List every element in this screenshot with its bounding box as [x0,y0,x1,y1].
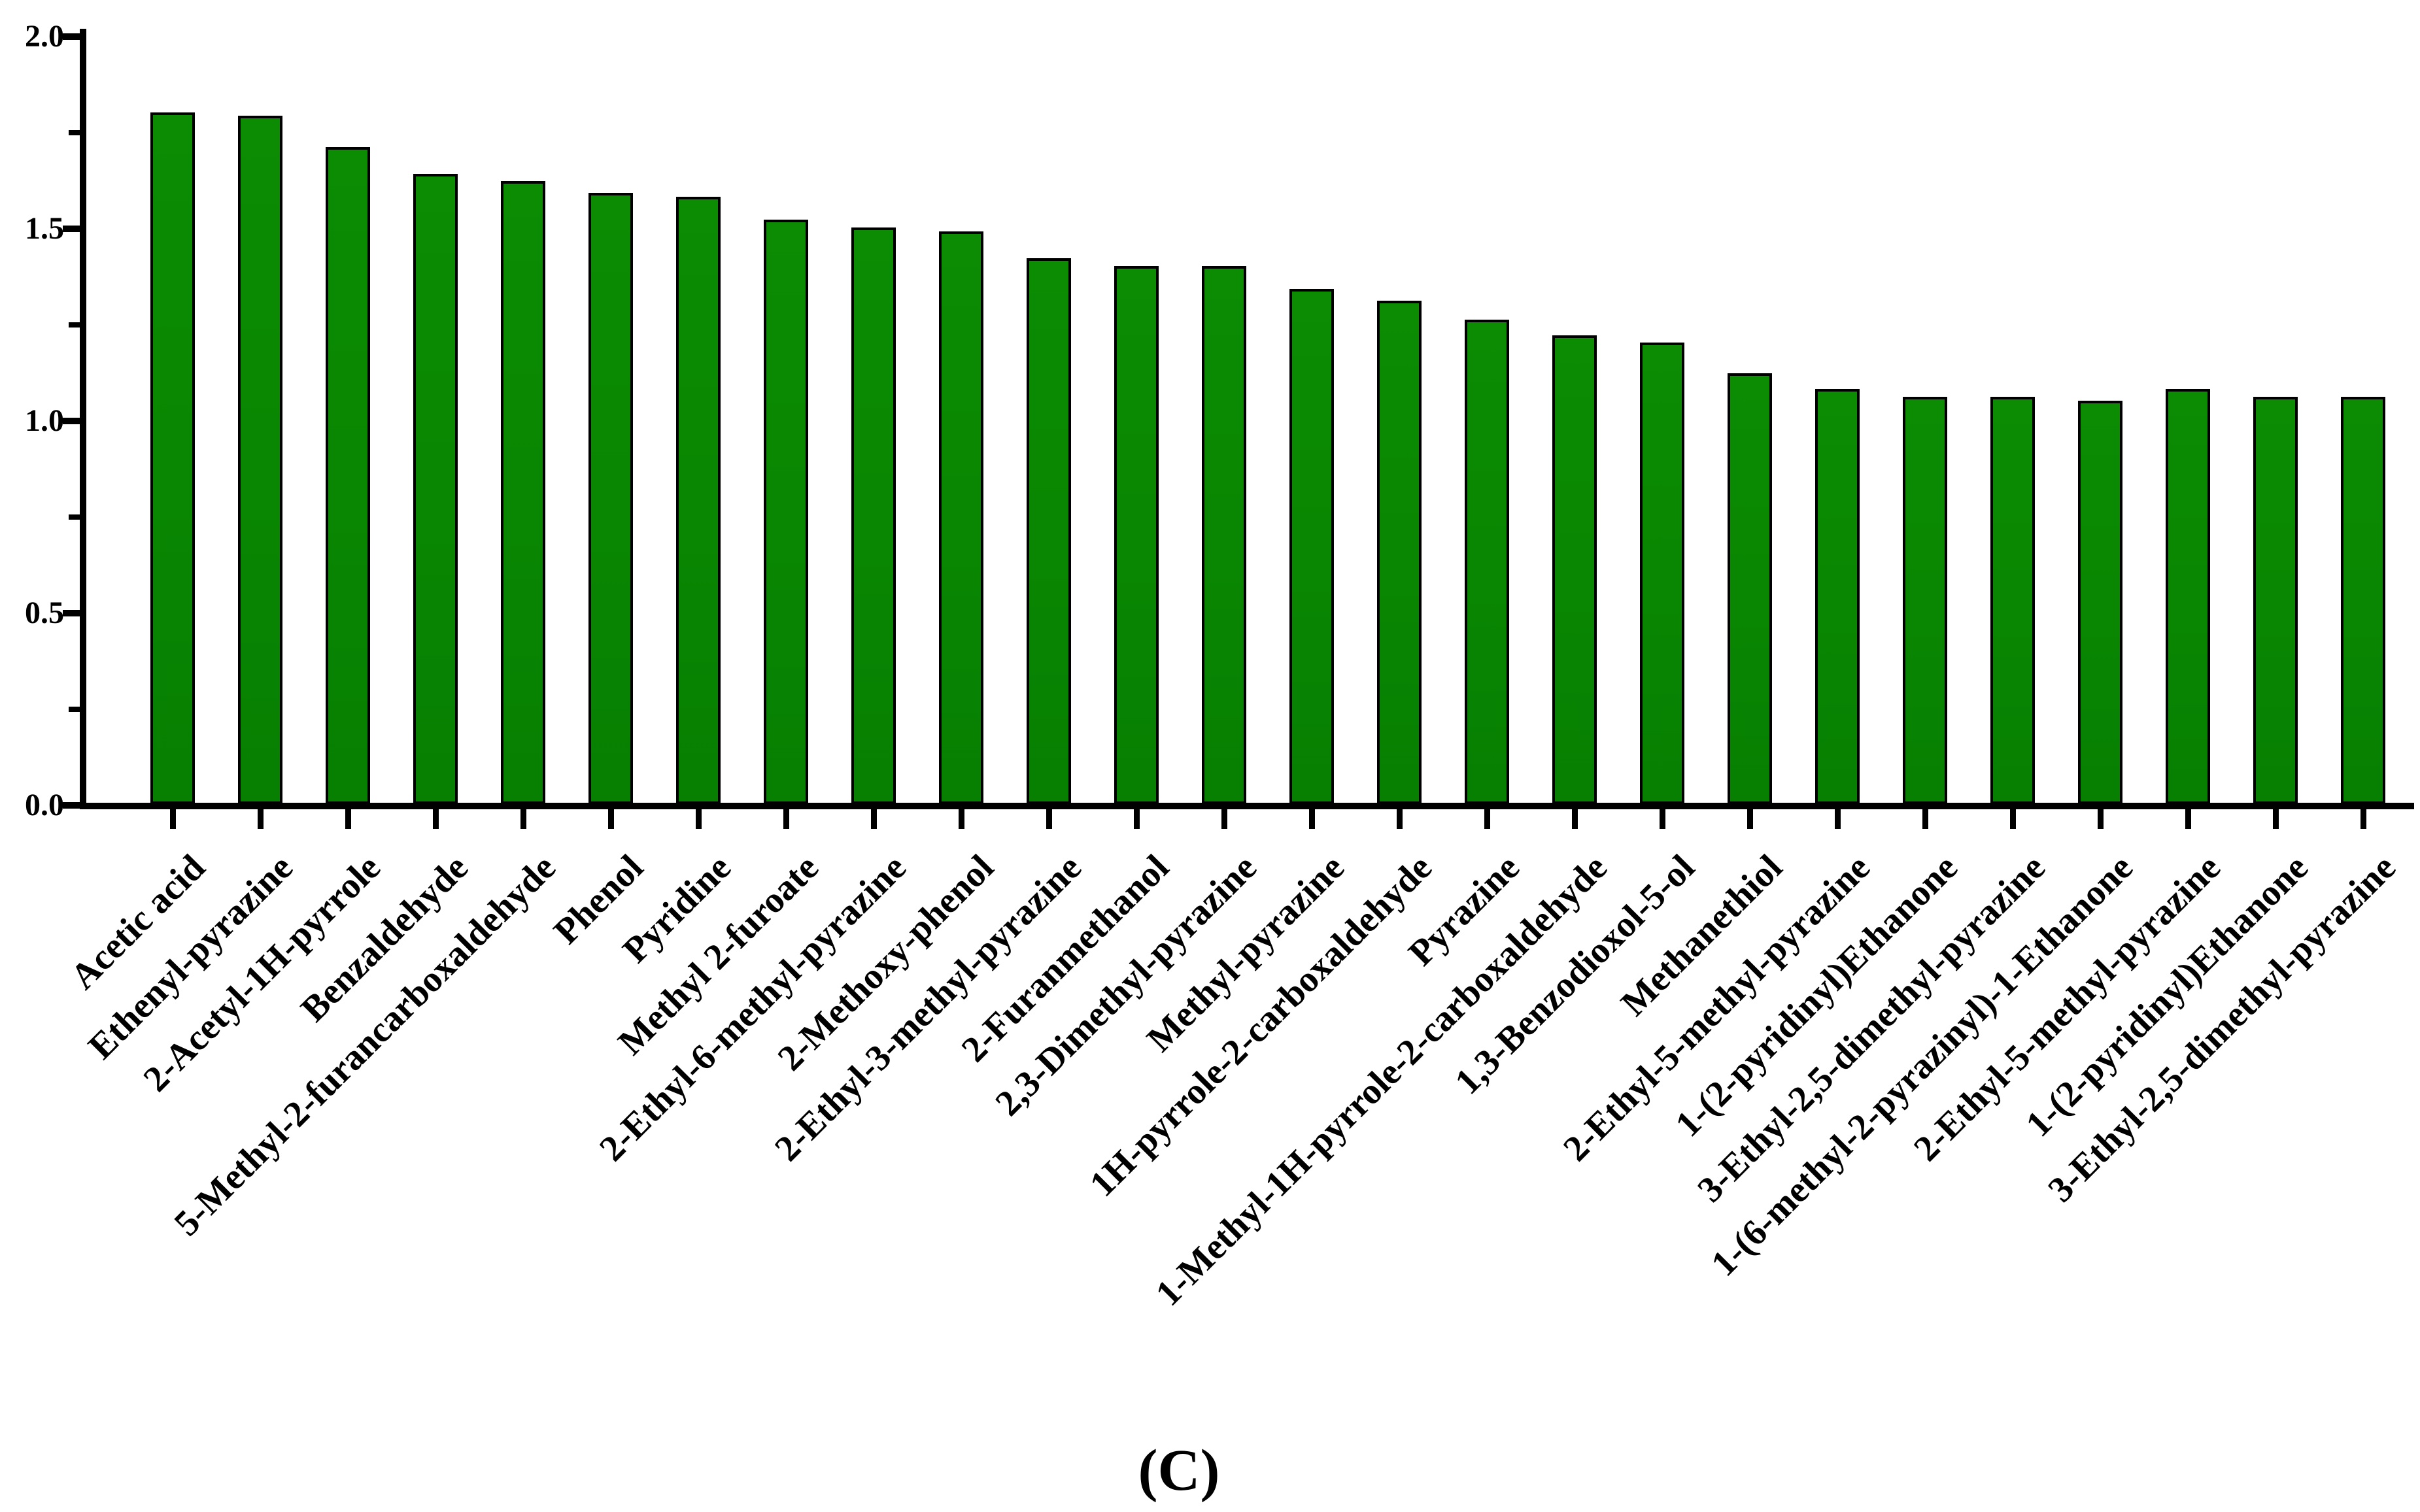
x-tick [1046,809,1052,829]
bar [1728,373,1772,804]
y-major-tick [63,802,86,809]
bar [1289,289,1334,804]
bar [1990,397,2035,804]
x-tick [170,809,176,829]
x-tick [345,809,351,829]
bar [326,147,370,804]
bar [588,193,633,804]
y-major-tick [63,33,86,40]
bar [2253,397,2298,804]
x-tick [520,809,526,829]
bar [2166,389,2210,804]
x-tick [871,809,877,829]
y-tick-label: 1.5 [25,211,64,246]
x-tick [696,809,702,829]
x-tick [1397,809,1403,829]
y-minor-tick [69,514,86,520]
bar [2078,401,2122,804]
panel-caption: (C) [1138,1438,1220,1503]
x-axis-line [80,803,2414,809]
bar [1815,389,1860,804]
x-tick [1134,809,1140,829]
bar [1027,258,1071,804]
bar [150,112,195,804]
y-major-tick [63,226,86,232]
x-tick [1835,809,1841,829]
bar [501,181,545,804]
bar [238,116,282,804]
x-tick [2273,809,2279,829]
x-tick [258,809,264,829]
x-tick [1484,809,1490,829]
y-tick-label: 1.0 [25,403,64,438]
bar [676,197,721,804]
y-minor-tick [69,322,86,328]
x-tick [2098,809,2104,829]
y-minor-tick [69,707,86,712]
y-major-tick [63,610,86,616]
bar [764,220,808,804]
bar [413,174,458,804]
bar [1903,397,1947,804]
y-tick-label: 0.5 [25,596,64,630]
x-tick [2010,809,2016,829]
y-major-tick [63,418,86,424]
y-tick-label: 2.0 [25,19,64,54]
y-minor-tick [69,130,86,135]
x-tick [1747,809,1753,829]
x-tick [959,809,964,829]
bar [939,231,983,804]
x-tick [1572,809,1578,829]
x-tick [1922,809,1928,829]
x-tick [783,809,789,829]
bar [1640,343,1684,804]
x-tick [2360,809,2366,829]
x-tick [433,809,439,829]
bar [1114,266,1159,804]
bar [2341,397,2385,804]
bar [851,227,896,804]
bar [1377,301,1422,804]
bar [1552,335,1597,804]
x-tick [1660,809,1665,829]
y-tick-label: 0.0 [25,788,64,822]
x-tick [2185,809,2191,829]
bar [1202,266,1246,804]
bar [1465,320,1509,804]
x-tick [1309,809,1315,829]
x-tick [1221,809,1227,829]
x-tick [608,809,614,829]
